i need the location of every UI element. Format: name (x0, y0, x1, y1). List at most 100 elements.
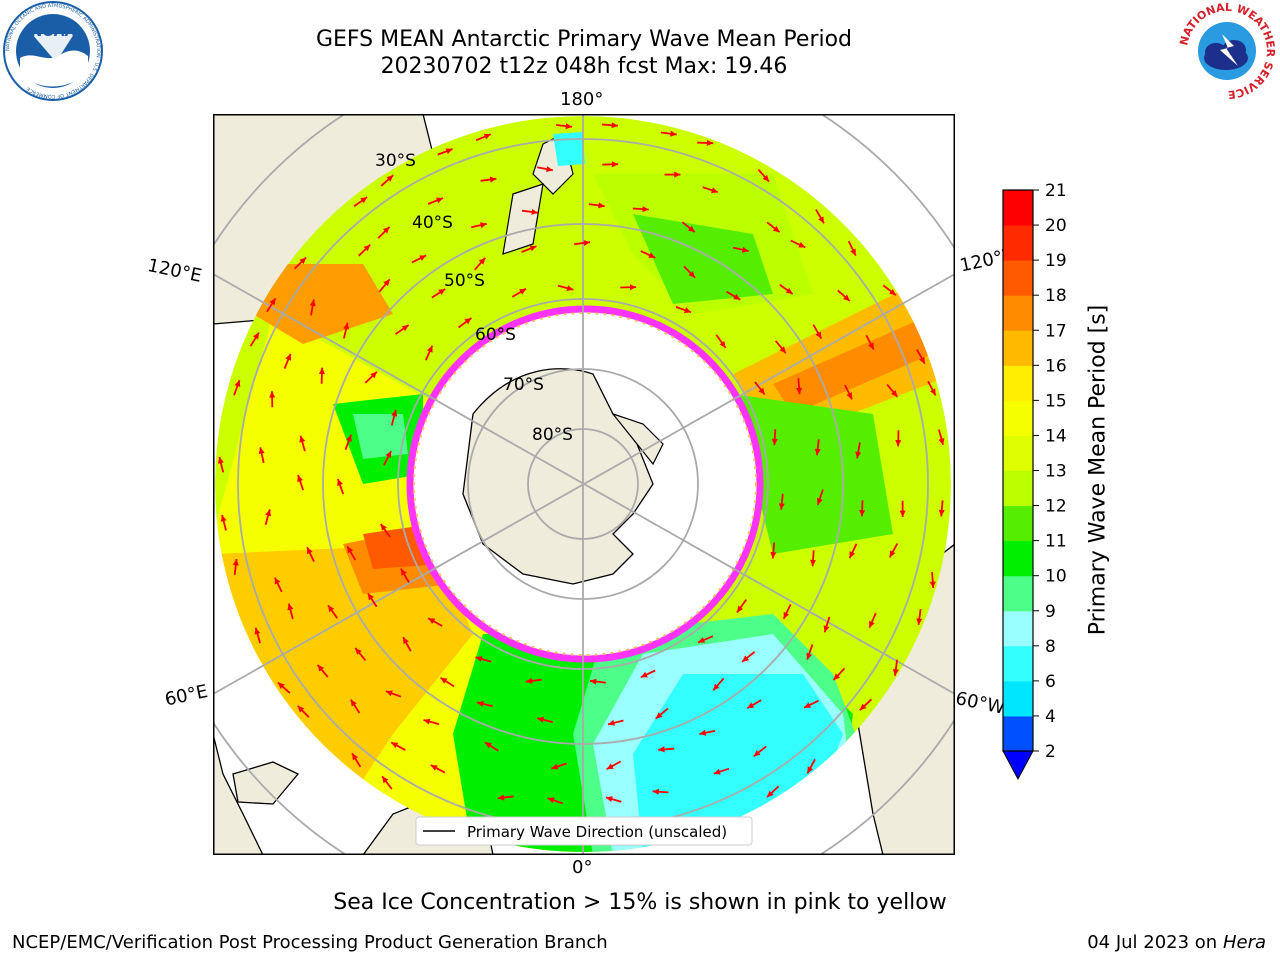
colorbar-tick-label: 20 (1045, 216, 1067, 236)
lon-label-60e: 60°E (163, 681, 210, 711)
wave-arrow-head (688, 271, 696, 278)
wave-arrow-head (299, 435, 306, 443)
wave-arrow-head (652, 788, 659, 795)
wave-arrow-head (565, 123, 573, 130)
colorbar-tick-label: 21 (1045, 181, 1067, 201)
wave-arrow-head (307, 547, 313, 555)
colorbar-tick-label: 14 (1045, 426, 1067, 446)
wave-arrow-head (806, 652, 813, 660)
wave-arrow-head (277, 682, 285, 689)
wave-arrow-head (350, 699, 357, 707)
wave-arrow-head (401, 325, 409, 332)
wave-arrow-head (531, 208, 538, 215)
wave-arrow-head (859, 510, 866, 517)
colorbar-band (1003, 330, 1033, 366)
wave-arrow-head (352, 753, 358, 761)
wave-arrow-head (719, 341, 726, 348)
wave-arrow-head (779, 346, 786, 354)
colorbar-tick-label: 11 (1045, 532, 1067, 552)
wave-arrow-head (711, 187, 718, 194)
wave-arrow-head (733, 293, 741, 300)
wave-arrow-head (297, 705, 305, 713)
wave-arrow-head (400, 568, 407, 576)
lat-label-40s: 40°S (412, 213, 453, 233)
lat-label-30s: 30°S (375, 151, 416, 171)
wave-arrow-head (464, 318, 472, 325)
colorbar-label: Primary Wave Mean Period [s] (1085, 304, 1111, 636)
wave-arrow-head (430, 765, 438, 771)
wave-arrow-head (629, 284, 637, 291)
colorbar-tick-label: 8 (1045, 637, 1056, 657)
wave-arrow-head (489, 176, 497, 183)
colorbar-tick-label: 12 (1045, 497, 1067, 517)
wave-arrow-head (772, 225, 780, 233)
colorbar-under-extension (1002, 750, 1034, 781)
colorbar-tick-label: 16 (1045, 356, 1067, 376)
wave-arrow-head (440, 677, 448, 684)
wave-arrow-head (859, 703, 867, 711)
madagascar-land (232, 761, 300, 805)
lat-label-80s: 80°S (532, 425, 573, 445)
wave-arrow-head (833, 673, 841, 681)
colorbar-band (1003, 400, 1033, 436)
wave-arrow-head (269, 298, 276, 306)
wave-arrow-head (869, 620, 875, 628)
lat-label-70s: 70°S (503, 375, 544, 395)
wave-arrow-head (674, 171, 681, 178)
colorbar-tick-label: 4 (1045, 707, 1056, 727)
wave-arrow-head (798, 242, 806, 248)
wave-arrow-head (815, 331, 822, 339)
wave-arrow-head (929, 581, 936, 588)
wave-arrow-head (385, 690, 393, 697)
wave-arrow-head (343, 322, 350, 330)
wave-arrow-head (608, 719, 615, 726)
wave-arrow-head (804, 702, 812, 708)
wave-arrow-head (380, 524, 387, 531)
producer-credit: NCEP/EMC/Verification Post Processing Pr… (12, 932, 608, 953)
wave-arrow-head (309, 299, 316, 307)
wave-arrow-head (741, 246, 749, 253)
wave-arrow-head (737, 605, 744, 613)
wave-arrow-head (814, 448, 821, 456)
wave-arrow-head (583, 240, 591, 246)
wave-arrow-head (484, 742, 492, 749)
wave-arrow-head (382, 226, 390, 234)
map-subtitle: 20230702 t12z 048h fcst Max: 19.46 (380, 54, 788, 79)
wave-arrow-head (427, 345, 433, 353)
wave-arrow-head (370, 371, 377, 379)
wave-arrow-head (566, 285, 574, 291)
wave-arrow-head (895, 440, 902, 447)
wave-arrow-head (747, 702, 755, 709)
wave-arrow-head (537, 716, 545, 723)
lat-label-60s: 60°S (475, 325, 516, 345)
wave-arrow-head (347, 546, 354, 554)
noaa-logo-text: NOAA (31, 24, 76, 40)
wave-arrow-head (478, 257, 486, 265)
colorbar-band (1003, 610, 1033, 647)
wave-arrow-head (930, 388, 936, 396)
colorbar: 2 4 6 8 9 10 11 12 13 14 15 16 17 18 19 20 21 (1002, 181, 1067, 781)
wave-arrow-head (868, 342, 874, 350)
wave-arrow-head (217, 456, 224, 464)
host-name: Hera (1222, 932, 1266, 953)
wave-arrow-head (317, 664, 324, 672)
wave-arrow-head (436, 197, 443, 204)
wave-arrow-head (785, 287, 793, 294)
wave-arrow-head (438, 289, 446, 295)
wave-arrow-head (391, 742, 399, 749)
wave-arrow-head (497, 794, 505, 801)
sea-ice-footnote: Sea Ice Concentration > 15% is shown in … (333, 890, 947, 915)
colorbar-band (1003, 645, 1033, 682)
wave-arrow-head (386, 175, 394, 182)
wave-arrow-head (899, 510, 906, 517)
wave-arrow-head (606, 763, 614, 770)
wave-arrow-head (706, 139, 714, 146)
wave-arrow-head (742, 655, 749, 662)
wave-arrow-head (843, 294, 850, 301)
wave-arrow-head (770, 551, 777, 559)
wave-arrow-head (849, 551, 856, 559)
wave-arrow-head (547, 797, 555, 804)
wave-arrow-head (891, 390, 898, 397)
wave-arrow-head (285, 353, 292, 361)
colorbar-band (1003, 365, 1033, 401)
